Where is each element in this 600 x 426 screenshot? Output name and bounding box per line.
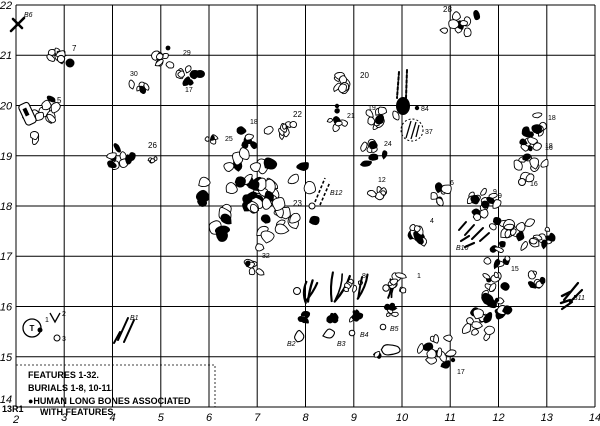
svg-text:5: 5 <box>57 96 62 105</box>
svg-text:1: 1 <box>45 317 49 324</box>
svg-text:18: 18 <box>548 115 556 122</box>
svg-text:28: 28 <box>443 5 452 14</box>
svg-text:BURIALS 1-8, 10-11.: BURIALS 1-8, 10-11. <box>28 383 114 393</box>
svg-text:12: 12 <box>492 412 504 424</box>
svg-text:18: 18 <box>545 143 553 150</box>
svg-text:24: 24 <box>384 141 392 148</box>
svg-text:26: 26 <box>148 141 157 150</box>
svg-text:29: 29 <box>183 50 191 57</box>
svg-text:84: 84 <box>421 106 429 113</box>
svg-text:1: 1 <box>417 273 421 280</box>
svg-text:FEATURES 1-32.: FEATURES 1-32. <box>28 370 99 380</box>
svg-text:20: 20 <box>0 101 13 113</box>
svg-text:4: 4 <box>430 218 434 225</box>
svg-text:●HUMAN LONG BONES ASSOCIATED: ●HUMAN LONG BONES ASSOCIATED <box>28 396 191 406</box>
svg-text:17: 17 <box>0 251 13 263</box>
svg-text:11: 11 <box>444 412 455 424</box>
svg-text:B10: B10 <box>456 245 469 252</box>
svg-text:8: 8 <box>302 412 309 424</box>
svg-text:6: 6 <box>206 412 213 424</box>
svg-text:13: 13 <box>541 412 554 424</box>
svg-text:13R1: 13R1 <box>2 404 24 414</box>
svg-text:25: 25 <box>225 136 233 143</box>
svg-text:9: 9 <box>351 412 357 424</box>
svg-text:16: 16 <box>530 181 538 188</box>
svg-text:B11: B11 <box>573 295 585 302</box>
svg-text:15: 15 <box>0 352 13 364</box>
svg-text:B4: B4 <box>360 332 369 339</box>
svg-text:B6: B6 <box>24 12 33 19</box>
svg-text:WITH FEATURES.: WITH FEATURES. <box>40 407 116 417</box>
svg-text:37: 37 <box>425 129 433 136</box>
svg-text:21: 21 <box>347 113 355 120</box>
svg-text:18: 18 <box>250 119 258 126</box>
svg-text:19: 19 <box>368 105 376 112</box>
svg-text:17: 17 <box>457 369 465 376</box>
svg-text:16: 16 <box>0 302 13 314</box>
svg-text:17: 17 <box>185 87 193 94</box>
svg-text:9: 9 <box>493 189 497 196</box>
svg-text:5: 5 <box>158 412 165 424</box>
svg-text:B12: B12 <box>330 190 343 197</box>
svg-text:18: 18 <box>0 201 13 213</box>
svg-text:B2: B2 <box>287 341 296 348</box>
svg-text:B1: B1 <box>130 315 139 322</box>
svg-text:7: 7 <box>72 44 77 53</box>
svg-text:14: 14 <box>589 412 600 424</box>
svg-text:B3: B3 <box>337 341 346 348</box>
svg-text:22: 22 <box>293 110 302 119</box>
svg-text:B5: B5 <box>390 326 399 333</box>
svg-text:9: 9 <box>498 193 502 200</box>
svg-text:T: T <box>30 324 35 333</box>
svg-text:2: 2 <box>62 311 66 318</box>
svg-text:22: 22 <box>0 0 12 12</box>
svg-text:3: 3 <box>62 336 66 343</box>
svg-text:20: 20 <box>360 71 369 80</box>
svg-text:7: 7 <box>254 412 261 424</box>
svg-text:21: 21 <box>0 50 12 62</box>
svg-text:2: 2 <box>12 414 19 426</box>
svg-text:10: 10 <box>396 412 409 424</box>
svg-text:12: 12 <box>378 177 386 184</box>
svg-text:32: 32 <box>262 253 270 260</box>
svg-text:23: 23 <box>293 199 302 208</box>
svg-text:15: 15 <box>511 266 519 273</box>
svg-text:6: 6 <box>450 180 454 187</box>
svg-text:19: 19 <box>0 151 12 163</box>
svg-text:30: 30 <box>130 71 138 78</box>
